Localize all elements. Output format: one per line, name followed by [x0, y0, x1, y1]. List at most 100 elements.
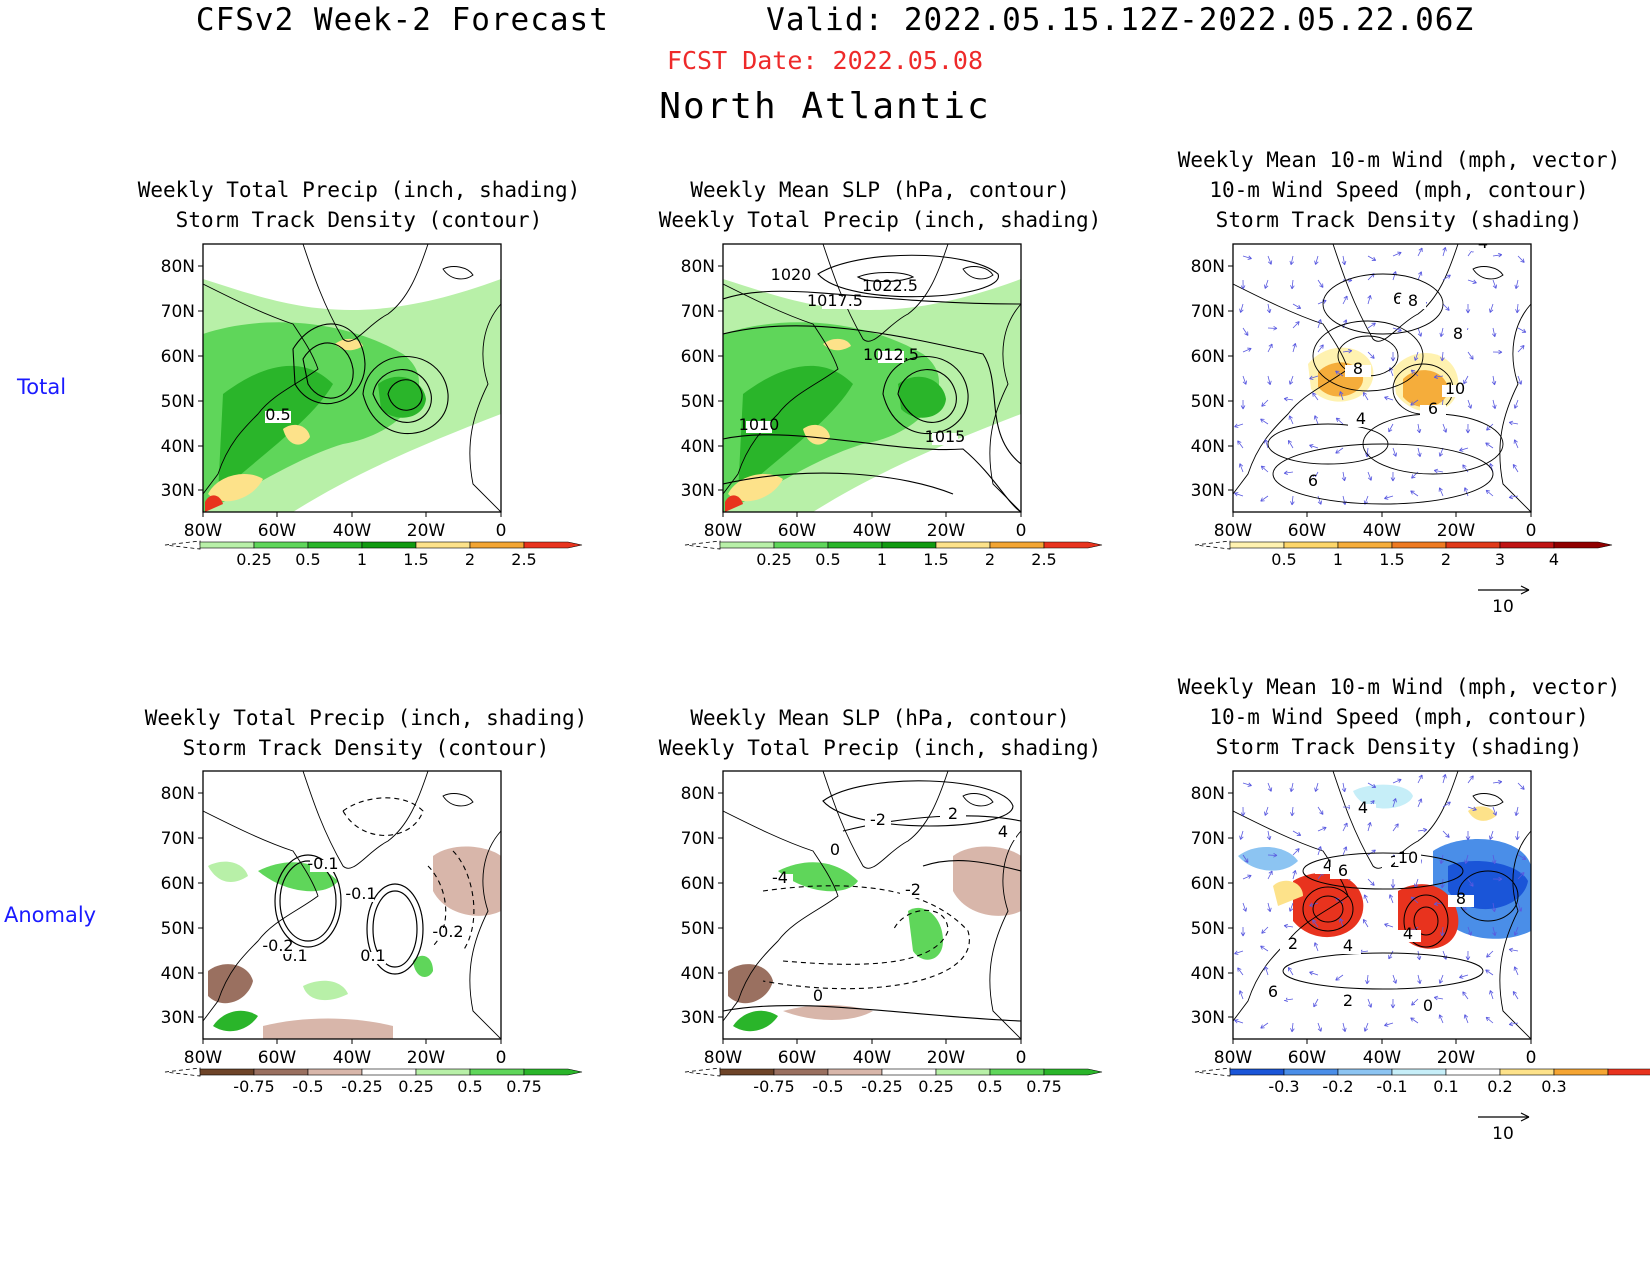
shading-region [783, 1005, 873, 1020]
shading-region [728, 474, 783, 502]
lat-label: 70N [161, 829, 195, 849]
wind-vector [1489, 303, 1494, 313]
contour-label-bg [265, 942, 291, 954]
wind-vector [1513, 926, 1519, 936]
wind-vector [1390, 998, 1396, 1009]
wind-vector [1242, 854, 1249, 863]
contour-line [372, 890, 418, 968]
colorbar-cell [523, 541, 583, 549]
wind-vector [1392, 798, 1397, 808]
colorbar-label: -0.5 [812, 1077, 843, 1096]
wind-vector [1517, 872, 1525, 880]
shading-region [725, 495, 743, 512]
main-title: CFSv2 Week-2 Forecast Valid: 2022.05.15.… [195, 2, 1475, 38]
wind-vector [1237, 440, 1244, 449]
colorbar-cell [1391, 1068, 1447, 1076]
wind-vector [1267, 853, 1278, 858]
wind-vector [1515, 303, 1520, 314]
wind-vector [1267, 902, 1272, 912]
wind-vector [1367, 998, 1373, 1008]
wind-vector [1463, 1014, 1469, 1024]
shading-region [335, 338, 363, 351]
wind-vector [1464, 854, 1469, 864]
wind-vector [1242, 375, 1248, 385]
colorbar-cell [1499, 541, 1555, 549]
wind-vector [1242, 902, 1248, 912]
region-title: North Atlantic [659, 86, 991, 127]
contour-label: 4 [1356, 409, 1366, 428]
wind-vector [1517, 375, 1523, 385]
colorbar-cell [1283, 541, 1339, 549]
wind-vector [1260, 1022, 1269, 1029]
wind-vector [1438, 974, 1444, 984]
wind-vector [1342, 295, 1348, 305]
contour-label: 1015 [925, 427, 966, 446]
wind-vector [1292, 343, 1297, 353]
colorbar-label: -0.5 [292, 1077, 323, 1096]
map-anom-precip: -0.10.1-0.1-0.2-0.20.180N70N60N50N40N30N… [161, 770, 583, 1096]
wind-vector [1462, 464, 1469, 473]
wind-vector [1417, 798, 1423, 808]
contour-label-bg [282, 952, 308, 964]
lon-label: 0 [1016, 1048, 1027, 1068]
wind-vector [1314, 255, 1319, 265]
colorbar-label: 3 [1495, 550, 1505, 569]
wind-vector [1242, 874, 1252, 880]
wind-vector [1442, 950, 1448, 960]
contour-line [842, 815, 1021, 832]
contour-label: 4 [1323, 856, 1333, 875]
wind-vector [1489, 830, 1494, 840]
contour-label: 6 [1338, 861, 1348, 880]
wind-vector [1234, 950, 1244, 955]
wind-vector [1266, 303, 1272, 314]
wind-vector [1260, 945, 1269, 952]
lon-label: 0 [496, 1048, 507, 1068]
wind-vector [1492, 279, 1498, 289]
contour-label: -0.1 [345, 884, 376, 903]
colorbar-cell [827, 1068, 883, 1076]
coastline-north-america [203, 283, 319, 495]
colorbar-cell [773, 541, 829, 549]
lat-label: 80N [1191, 784, 1225, 804]
colorbar-cell [361, 1068, 417, 1076]
wind-vector [1267, 326, 1278, 331]
wind-vector [1335, 370, 1344, 377]
contour-label-bg [822, 846, 848, 858]
contour-label-bg [435, 928, 461, 940]
wind-vector [1234, 1019, 1244, 1024]
contour-label: 1022.5 [862, 276, 918, 295]
contour-line [372, 369, 432, 423]
row-label-anomaly: Anomaly [4, 903, 97, 927]
coastline-iceland [442, 266, 474, 280]
colorbar-cell [1043, 541, 1103, 549]
lat-label: 40N [161, 437, 195, 457]
lon-label: 20W [927, 521, 966, 541]
ref-arrow-label: 10 [1492, 597, 1514, 617]
wind-vector [1335, 447, 1344, 454]
wind-vector [1492, 806, 1498, 816]
colorbar-cell [523, 1068, 583, 1076]
shading-region [303, 980, 348, 1001]
contour-line [387, 379, 423, 411]
wind-vector [1414, 351, 1419, 361]
wind-vector [1390, 878, 1396, 889]
contour-label: 0 [1423, 996, 1433, 1015]
lon-label: 40W [1363, 1048, 1402, 1068]
wind-vector [1260, 418, 1269, 425]
wind-vector [1292, 830, 1302, 836]
colorbar: -0.75 -0.5 -0.25 0.25 0.5 0.75 [164, 1067, 583, 1096]
shading-region [208, 964, 253, 1004]
wind-vector [1367, 322, 1376, 329]
contour-line [782, 909, 949, 965]
lat-label: 70N [1191, 829, 1225, 849]
lon-label: 0 [1526, 1048, 1537, 1068]
wind-vector [1264, 439, 1269, 449]
lat-label: 60N [681, 347, 715, 367]
lat-label: 80N [681, 784, 715, 804]
colorbar-label: 2 [465, 550, 475, 569]
map-total-slp: 10201022.51017.51012.51010101580N70N60N5… [681, 243, 1103, 569]
colorbar: 0.5 1 1.5 2 3 4 [1194, 540, 1613, 569]
contour-label: 1010 [739, 415, 780, 434]
wind-vector [1242, 347, 1252, 353]
